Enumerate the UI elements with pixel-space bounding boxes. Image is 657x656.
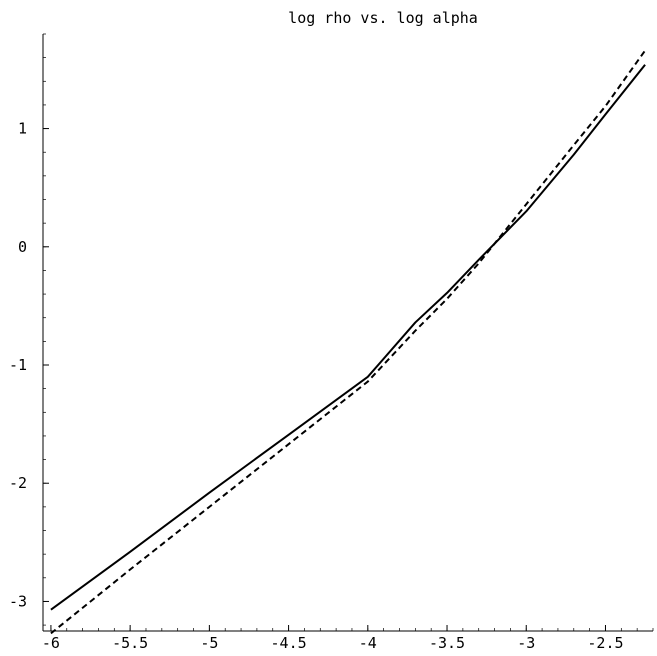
dashed-series-line <box>50 49 646 635</box>
x-tick-label: -3.5 <box>429 634 465 652</box>
chart-title: log rho vs. log alpha <box>288 9 478 27</box>
x-tick-label: -4.5 <box>271 634 307 652</box>
y-tick-label: -1 <box>9 356 27 374</box>
x-tick-label: -3 <box>517 634 535 652</box>
x-tick-label: -4 <box>359 634 377 652</box>
x-tick-label: -2.5 <box>587 634 623 652</box>
solid-series-line <box>50 64 646 611</box>
axes: -6 -5.5 -5 -4.5 -4 -3.5 -3 -2.5 -3 -2 -1 0 1 <box>9 33 654 652</box>
y-tick-label: 0 <box>18 238 27 256</box>
x-tick-label: -5 <box>200 634 218 652</box>
plot-series <box>50 49 646 635</box>
x-tick-label: -5.5 <box>112 634 148 652</box>
y-tick-label: 1 <box>18 120 27 138</box>
x-tick-label: -6 <box>42 634 60 652</box>
y-tick-label: -2 <box>9 474 27 492</box>
y-tick-label: -3 <box>9 592 27 610</box>
